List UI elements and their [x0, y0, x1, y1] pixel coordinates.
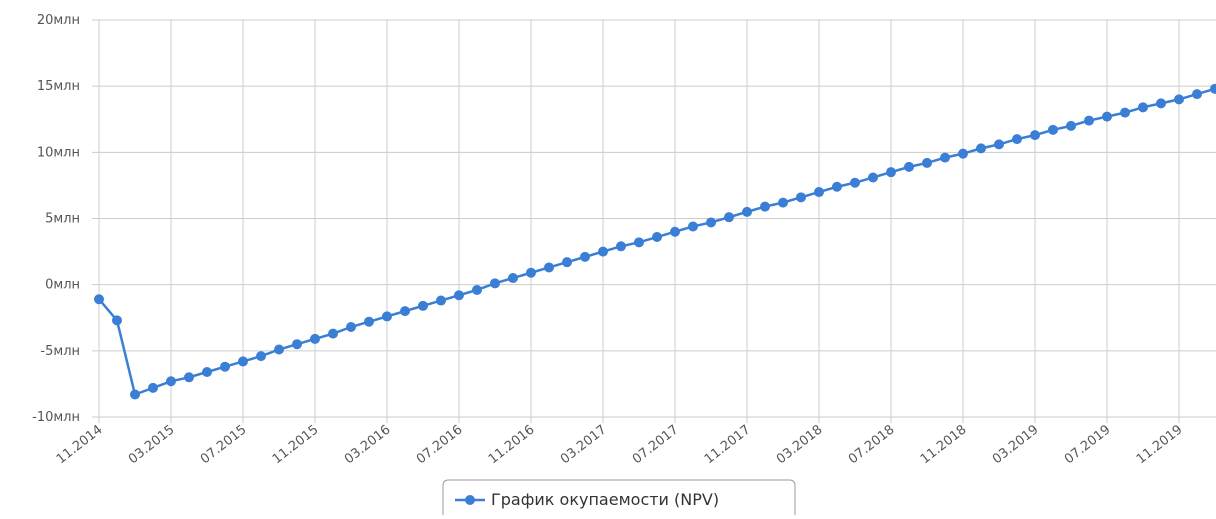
point	[202, 367, 212, 378]
point	[796, 192, 806, 203]
point	[472, 284, 482, 295]
x-tick-label: 07.2018	[846, 422, 898, 467]
x-tick-label: 03.2018	[774, 422, 826, 467]
point	[1210, 83, 1216, 94]
point	[742, 206, 752, 217]
x-tick-label: 03.2015	[126, 422, 178, 467]
x-tick-label: 03.2016	[342, 422, 394, 467]
x-tick-label: 03.2019	[990, 422, 1042, 467]
point	[346, 322, 356, 333]
point	[310, 333, 320, 344]
x-tick-label: 11.2018	[918, 422, 970, 467]
point	[220, 361, 230, 372]
point	[1012, 134, 1022, 145]
legend-dot	[465, 495, 475, 505]
point	[886, 167, 896, 178]
point	[526, 267, 536, 278]
point	[184, 372, 194, 383]
x-tick-label: 11.2014	[54, 422, 106, 467]
point	[904, 161, 914, 172]
point	[814, 187, 824, 198]
point	[670, 226, 680, 237]
point	[562, 257, 572, 268]
point	[94, 294, 104, 305]
point	[1174, 94, 1184, 105]
point	[1138, 102, 1148, 113]
point	[688, 221, 698, 232]
point	[1102, 111, 1112, 122]
point	[544, 262, 554, 273]
x-tick-label: 07.2016	[414, 422, 466, 467]
point	[706, 217, 716, 228]
point	[1192, 89, 1202, 100]
point	[1030, 130, 1040, 141]
point	[1066, 120, 1076, 131]
point	[454, 290, 464, 301]
point	[130, 389, 140, 400]
point	[598, 246, 608, 257]
point	[382, 311, 392, 322]
legend-box	[442, 479, 796, 519]
point	[1048, 124, 1058, 135]
y-tick-label: 0млн	[45, 278, 80, 293]
point	[760, 201, 770, 212]
point	[922, 157, 932, 168]
point	[832, 181, 842, 192]
point	[400, 306, 410, 317]
point	[1120, 107, 1130, 118]
point	[436, 295, 446, 306]
point	[148, 382, 158, 393]
point	[994, 139, 1004, 150]
x-tick-label: 11.2015	[270, 422, 322, 467]
point	[634, 237, 644, 248]
point	[580, 251, 590, 262]
x-tick-label: 07.2019	[1062, 422, 1114, 467]
point	[958, 148, 968, 159]
y-tick-label: 5млн	[45, 212, 80, 227]
x-tick-label: 07.2015	[198, 422, 250, 467]
x-tick-label: 03.2017	[558, 422, 610, 467]
point	[1156, 98, 1166, 109]
point	[724, 212, 734, 223]
point	[850, 177, 860, 188]
point	[418, 300, 428, 311]
y-tick-label: 15млн	[37, 79, 80, 94]
point	[274, 344, 284, 355]
point	[292, 339, 302, 350]
point	[1084, 115, 1094, 126]
x-tick-label: 11.2019	[1134, 422, 1186, 467]
y-tick-label: -5млн	[40, 344, 80, 359]
y-tick-label: 10млн	[37, 145, 80, 160]
point	[238, 356, 248, 367]
point	[976, 143, 986, 154]
y-tick-label: 20млн	[37, 13, 80, 28]
x-tick-label: 11.2016	[486, 422, 538, 467]
point	[616, 241, 626, 252]
point	[868, 172, 878, 183]
point	[166, 376, 176, 387]
point	[778, 197, 788, 208]
x-tick-label: 07.2017	[630, 422, 682, 467]
point	[328, 328, 338, 339]
point	[490, 278, 500, 289]
point	[652, 232, 662, 243]
x-tick-label: 11.2017	[702, 422, 754, 467]
point	[508, 273, 518, 284]
point	[940, 152, 950, 163]
point	[112, 315, 122, 326]
point	[364, 316, 374, 327]
y-tick-label: -10млн	[32, 410, 80, 425]
point	[256, 351, 266, 362]
legend-label: График окупаемости (NPV)	[491, 490, 719, 509]
